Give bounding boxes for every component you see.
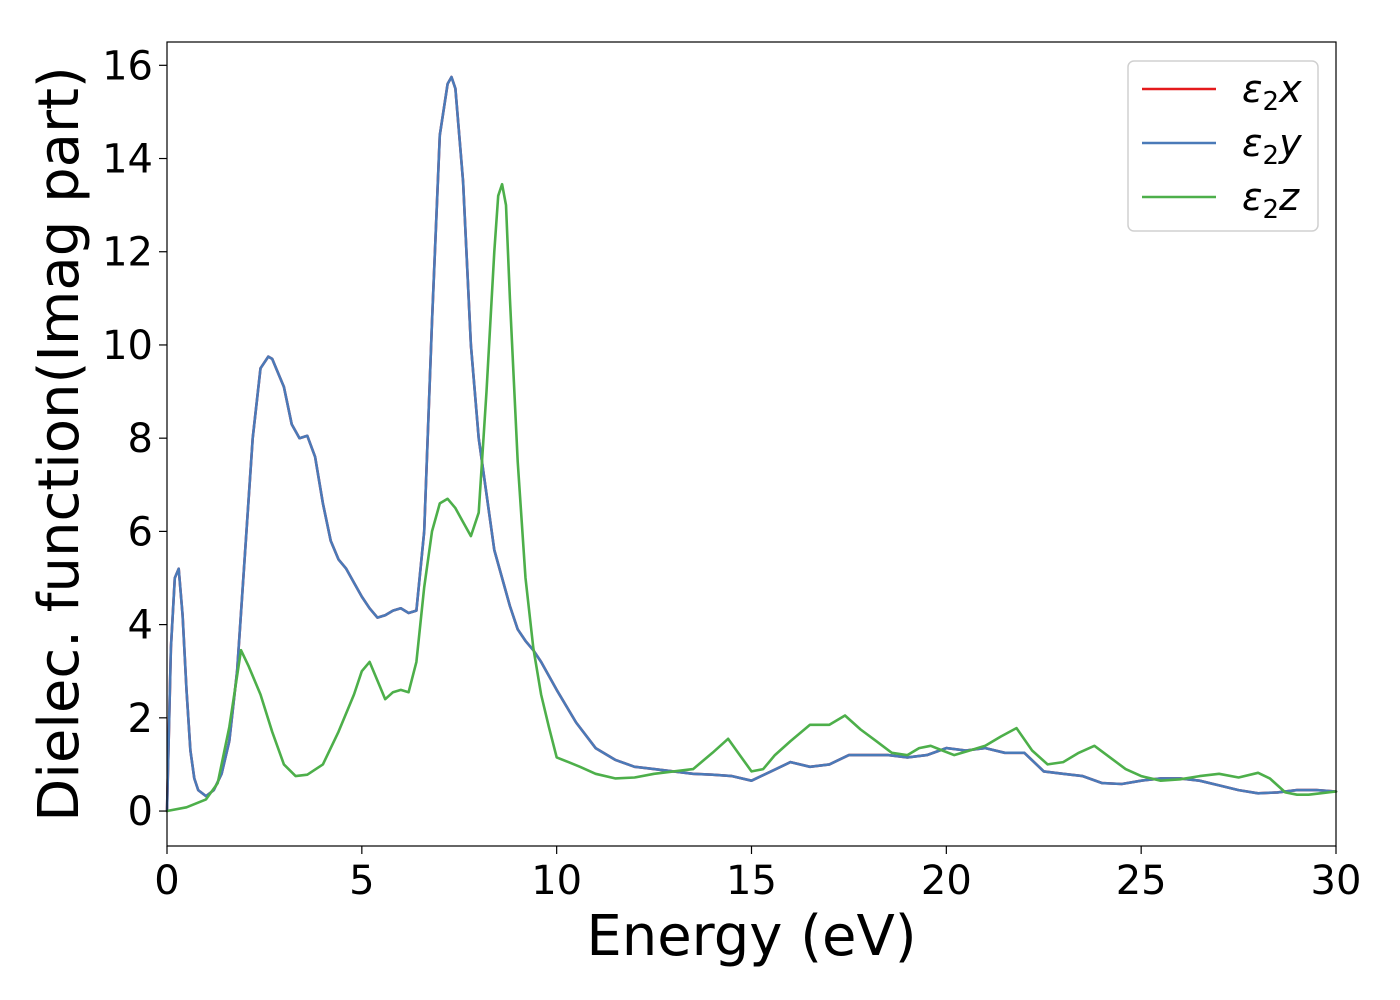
y-tick-label: 8 bbox=[128, 416, 153, 462]
x-axis-label: Energy (eV) bbox=[586, 904, 916, 969]
y-tick-label: 10 bbox=[102, 323, 153, 369]
legend-label-x: ε2x bbox=[1242, 67, 1302, 117]
series-line-y bbox=[165, 75, 1338, 813]
x-tick-label: 10 bbox=[531, 858, 582, 904]
series-layer bbox=[165, 75, 1338, 813]
x-tick-label: 30 bbox=[1311, 858, 1362, 904]
y-tick-label: 2 bbox=[128, 696, 153, 742]
y-tick-label: 4 bbox=[128, 603, 153, 649]
y-tick-label: 12 bbox=[102, 230, 153, 276]
x-tick-label: 0 bbox=[154, 858, 179, 904]
x-tick-label: 20 bbox=[921, 858, 972, 904]
y-tick-label: 0 bbox=[128, 789, 153, 835]
legend-label-z: ε2z bbox=[1242, 175, 1300, 225]
y-axis: 0 2 4 6 8 10 12 14 16 bbox=[102, 43, 167, 835]
x-tick-label: 25 bbox=[1116, 858, 1167, 904]
series-line-z bbox=[165, 182, 1338, 813]
y-tick-label: 16 bbox=[102, 43, 153, 89]
x-axis: 0 5 10 15 20 25 30 bbox=[154, 846, 1361, 904]
x-tick-label: 15 bbox=[726, 858, 777, 904]
x-tick-label: 5 bbox=[349, 858, 374, 904]
y-tick-label: 6 bbox=[128, 509, 153, 555]
legend-box bbox=[1127, 60, 1319, 232]
legend-label-y: ε2y bbox=[1242, 121, 1302, 171]
y-tick-label: 14 bbox=[102, 137, 153, 183]
y-axis-label: Dielec. function(Imag part) bbox=[27, 66, 92, 822]
